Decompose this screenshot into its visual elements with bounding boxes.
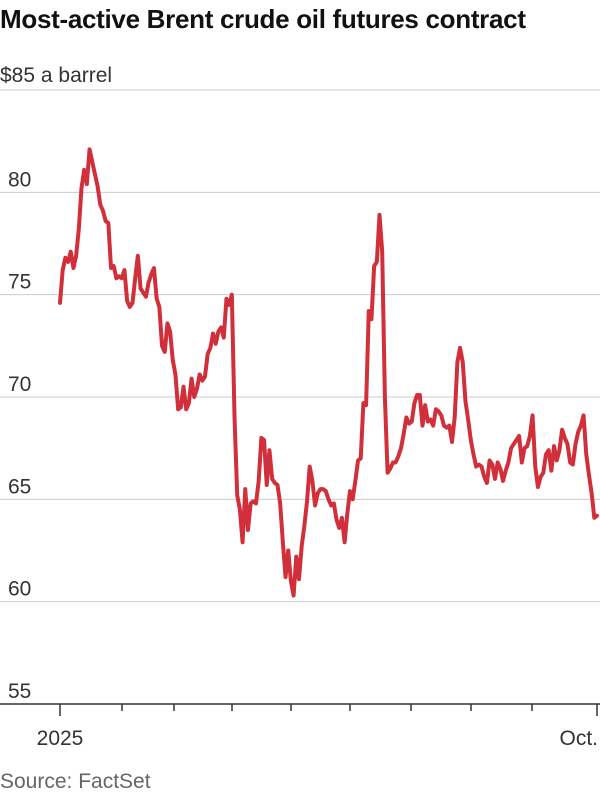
- y-tick-label: 60: [8, 578, 31, 601]
- x-tick-label-end: Oct.: [559, 727, 598, 750]
- y-axis-label: $85 a barrel: [0, 64, 112, 87]
- source-note: Source: FactSet: [0, 770, 151, 793]
- y-tick-label: 55: [8, 680, 31, 703]
- y-tick-labels: 80 75 70 65 60 55: [8, 168, 31, 703]
- x-tick-label-start: 2025: [37, 727, 84, 750]
- chart-title: Most-active Brent crude oil futures cont…: [0, 4, 526, 34]
- y-tick-label: 65: [8, 475, 31, 498]
- y-tick-label: 75: [8, 271, 31, 294]
- y-tick-label: 70: [8, 373, 31, 396]
- y-tick-label: 80: [8, 168, 31, 191]
- x-axis-ticks: [59, 704, 598, 716]
- series-line-brent: [58, 147, 599, 598]
